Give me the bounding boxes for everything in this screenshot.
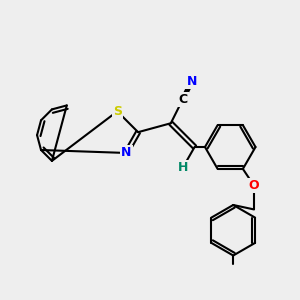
Text: H: H xyxy=(178,161,188,174)
Text: O: O xyxy=(249,179,259,192)
Text: C: C xyxy=(178,93,187,106)
Text: S: S xyxy=(113,105,122,118)
Text: N: N xyxy=(121,146,131,160)
Text: N: N xyxy=(186,75,197,88)
